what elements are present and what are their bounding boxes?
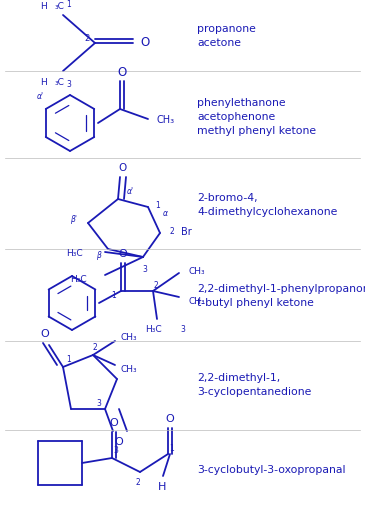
- Text: phenylethanone
acetophenone
methyl phenyl ketone: phenylethanone acetophenone methyl pheny…: [197, 98, 316, 136]
- Text: 2,2-dimethyl-1,
3-cyclopentanedione: 2,2-dimethyl-1, 3-cyclopentanedione: [197, 372, 311, 396]
- Text: CH₃: CH₃: [189, 266, 205, 275]
- Text: 2-bromo-4,
4-dimethylcyclohexanone: 2-bromo-4, 4-dimethylcyclohexanone: [197, 192, 338, 217]
- Text: 3: 3: [114, 445, 118, 455]
- Text: O: O: [166, 413, 174, 423]
- Text: O: O: [41, 328, 49, 338]
- Text: 3: 3: [97, 399, 101, 408]
- Text: 2: 2: [170, 227, 174, 236]
- Text: O: O: [141, 35, 150, 48]
- Text: ₃C: ₃C: [55, 2, 65, 11]
- Text: 1: 1: [67, 355, 72, 364]
- Text: 1: 1: [67, 0, 72, 9]
- Text: 2,2-dimethyl-1-phenylpropanone
t-butyl phenyl ketone: 2,2-dimethyl-1-phenylpropanone t-butyl p…: [197, 283, 365, 308]
- Text: CH₃: CH₃: [121, 333, 137, 342]
- Text: H: H: [158, 481, 166, 491]
- Text: 3-cyclobutyl-3-oxopropanal: 3-cyclobutyl-3-oxopropanal: [197, 464, 346, 474]
- Text: 3: 3: [143, 265, 147, 274]
- Text: O: O: [115, 436, 123, 446]
- Text: 2: 2: [93, 343, 97, 352]
- Text: α: α: [162, 208, 168, 217]
- Text: CH₃: CH₃: [157, 115, 175, 125]
- Text: α': α': [126, 187, 134, 196]
- Text: H₃C: H₃C: [145, 325, 161, 334]
- Text: 1: 1: [170, 443, 174, 452]
- Text: 1: 1: [155, 201, 160, 210]
- Text: O: O: [119, 248, 127, 259]
- Text: H₃C: H₃C: [70, 275, 87, 284]
- Text: CH₃: CH₃: [189, 297, 205, 306]
- Text: O: O: [110, 417, 118, 427]
- Text: 1: 1: [112, 291, 116, 300]
- Text: 3: 3: [181, 325, 185, 334]
- Text: H: H: [40, 77, 47, 86]
- Text: O: O: [118, 65, 127, 78]
- Text: CH₃: CH₃: [121, 365, 137, 374]
- Text: 3: 3: [66, 79, 72, 88]
- Text: propanone
acetone: propanone acetone: [197, 24, 256, 48]
- Text: α': α': [36, 91, 43, 100]
- Text: ₃C: ₃C: [55, 77, 65, 86]
- Text: Br: Br: [181, 227, 191, 236]
- Text: β': β': [70, 214, 77, 223]
- Text: O: O: [118, 163, 126, 173]
- Text: 2: 2: [136, 478, 141, 486]
- Text: H: H: [40, 2, 47, 11]
- Text: 2: 2: [154, 281, 158, 290]
- Text: β: β: [96, 250, 100, 259]
- Text: 2: 2: [85, 33, 90, 42]
- Text: H₃C: H₃C: [66, 248, 83, 257]
